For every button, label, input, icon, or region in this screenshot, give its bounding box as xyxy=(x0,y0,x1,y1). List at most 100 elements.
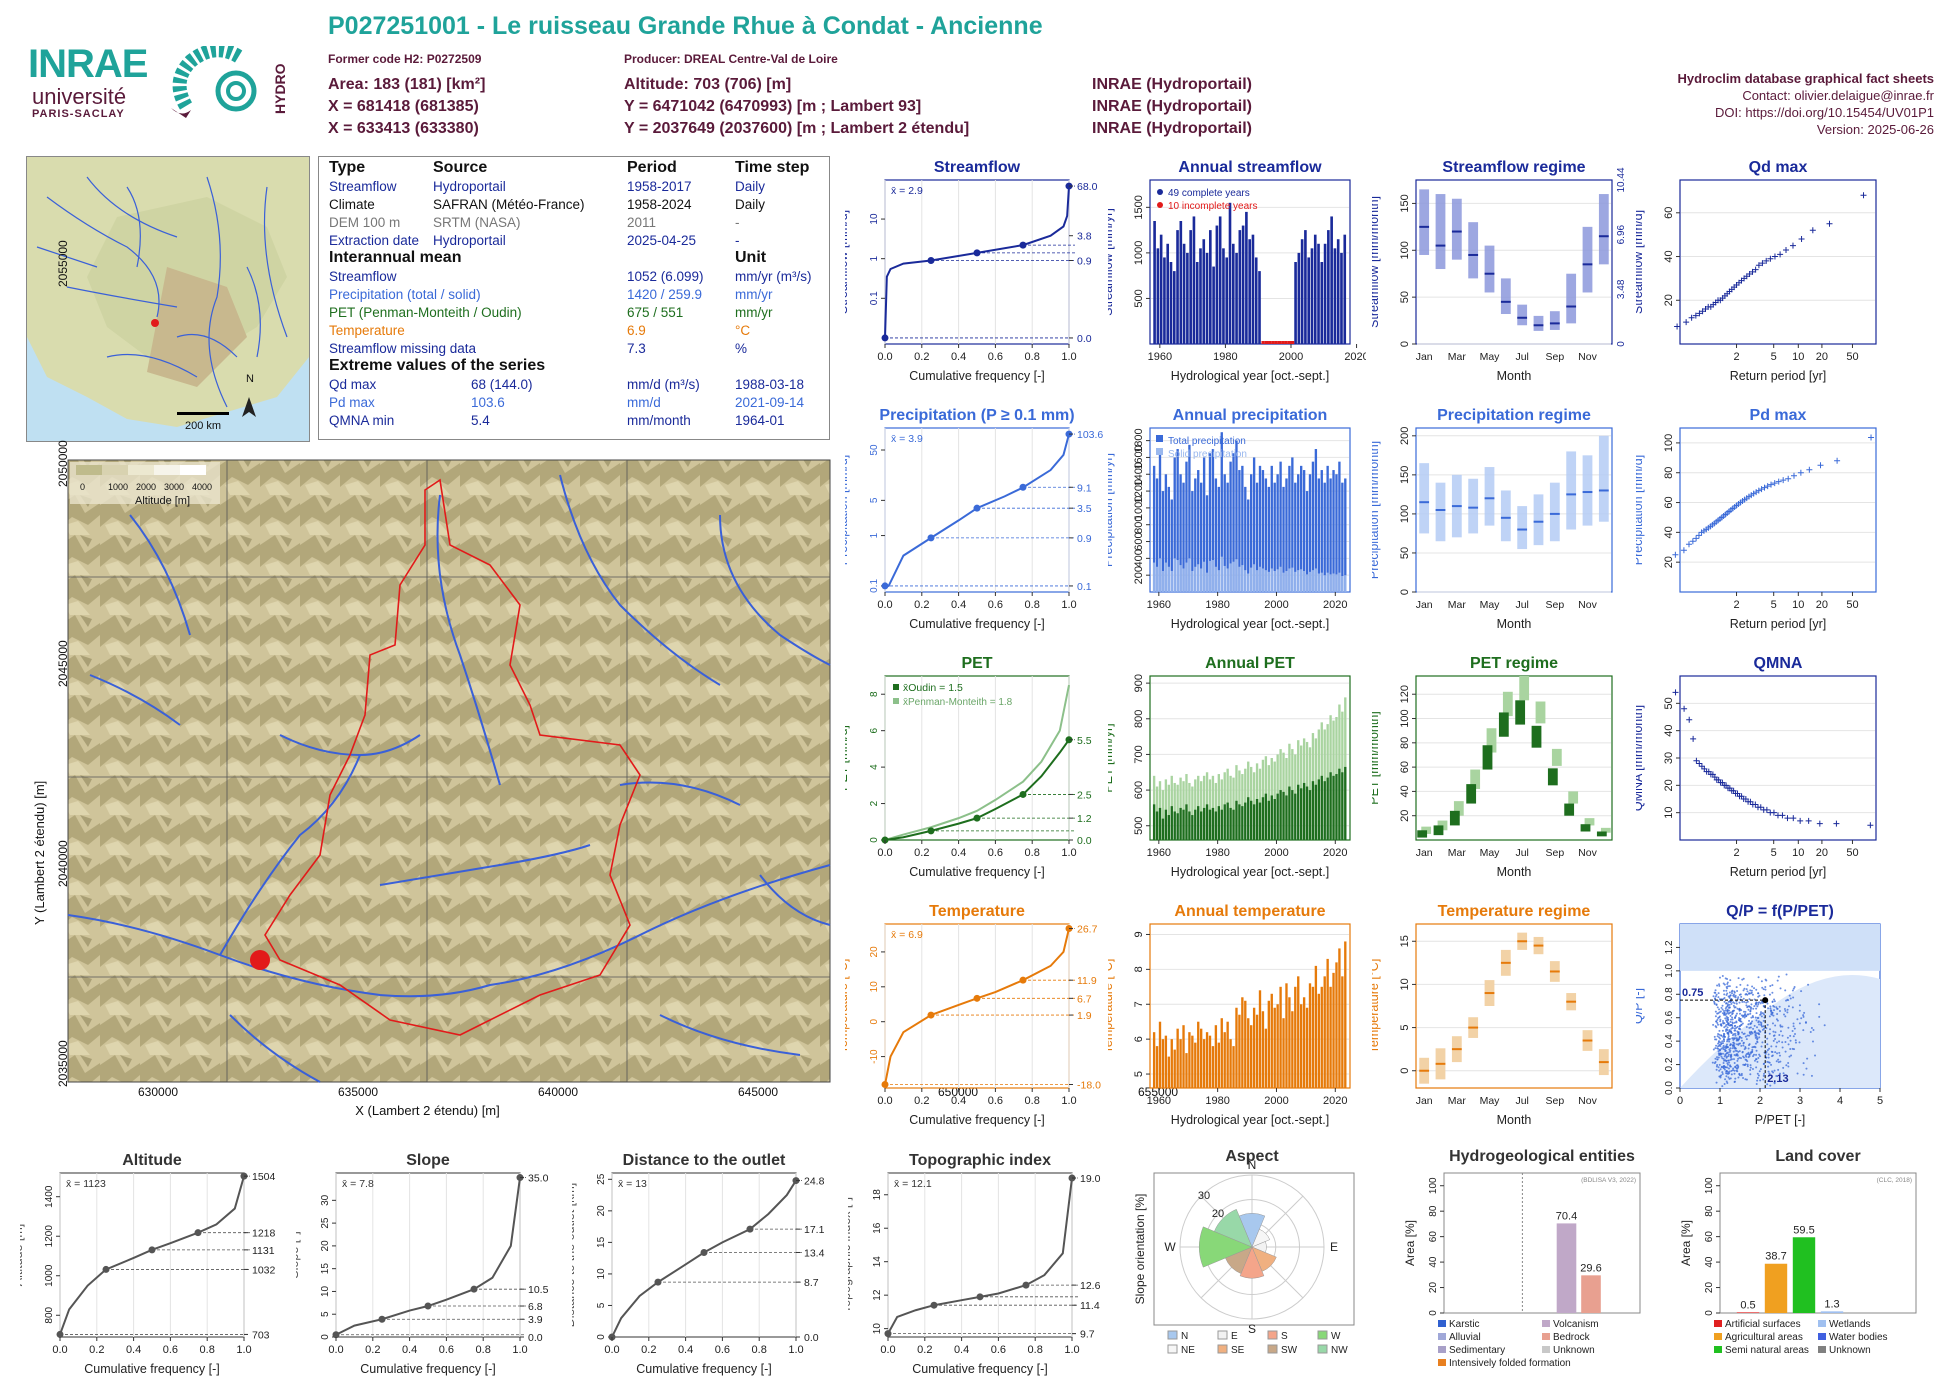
bar xyxy=(1179,1039,1182,1088)
data-point xyxy=(1719,1049,1722,1052)
data-point xyxy=(1783,246,1790,253)
bar xyxy=(1329,478,1332,592)
data-point xyxy=(1788,994,1791,997)
producer: Producer: DREAL Centre-Val de Loire xyxy=(624,52,838,66)
data-point xyxy=(1725,1052,1728,1055)
regime-box xyxy=(1482,745,1493,770)
bar xyxy=(1323,976,1326,1088)
x-tick-label: 0.2 xyxy=(914,599,929,611)
bar xyxy=(1205,495,1209,592)
source-name: SRTM (NASA) xyxy=(433,214,521,230)
data-point xyxy=(1724,1078,1727,1081)
data-point xyxy=(1740,1072,1743,1075)
source-period: 1958-2024 xyxy=(627,196,692,212)
chart-title: Precipitation (P ≥ 0.1 mm) xyxy=(879,407,1074,424)
data-point xyxy=(1758,1001,1761,1004)
legend-swatch xyxy=(1818,1333,1826,1340)
incomplete-year xyxy=(1274,341,1278,344)
data-point xyxy=(1711,1061,1714,1064)
extreme-name: QMNA min xyxy=(329,412,395,428)
data-point xyxy=(1731,1010,1734,1013)
doi-link[interactable]: DOI: https://doi.org/10.15454/UV01P1 xyxy=(1715,105,1934,120)
data-point xyxy=(1731,1047,1734,1050)
data-point xyxy=(1793,1027,1796,1030)
data-point xyxy=(1734,1054,1737,1057)
data-point xyxy=(1714,1057,1717,1060)
data-point xyxy=(1735,1069,1738,1072)
data-point xyxy=(1769,984,1772,987)
data-point xyxy=(1726,1004,1729,1007)
data-point xyxy=(1749,1009,1752,1012)
y-tick-label: 40 xyxy=(1663,526,1675,538)
bar xyxy=(1244,486,1247,592)
bar-solid xyxy=(1238,566,1241,592)
data-point xyxy=(1789,997,1792,1000)
y-tick-label: 14 xyxy=(872,1256,883,1268)
data-point xyxy=(1766,1043,1769,1046)
altitude-legend-tick: 2000 xyxy=(136,482,157,492)
bar xyxy=(1209,230,1212,344)
y-tick-label: 500 xyxy=(1133,817,1145,835)
data-point xyxy=(1716,1063,1719,1066)
data-point xyxy=(1755,1001,1758,1004)
data-point xyxy=(1686,716,1693,723)
x-tick-label: 10 xyxy=(1792,351,1804,363)
data-point xyxy=(1718,1008,1721,1011)
data-point xyxy=(1746,1063,1749,1066)
data-point xyxy=(1713,1002,1716,1005)
legend-swatch xyxy=(1217,1330,1228,1340)
data-point xyxy=(1716,1006,1719,1009)
legend-label: Unknown xyxy=(1829,1345,1871,1356)
data-point xyxy=(1741,1050,1744,1053)
data-point xyxy=(1764,483,1771,490)
bar xyxy=(1247,797,1250,840)
data-point xyxy=(1733,1027,1736,1030)
regime-box-pm xyxy=(1584,818,1595,826)
data-point xyxy=(1802,1073,1805,1076)
y-tick-label: 15 xyxy=(596,1236,607,1248)
chart-title: PET xyxy=(961,655,992,672)
x-axis-label: Cumulative frequency [-] xyxy=(909,617,1044,631)
contact[interactable]: Contact: olivier.delaigue@inrae.fr xyxy=(1742,88,1934,103)
data-point xyxy=(1725,1028,1728,1031)
map-y-tick: 2055000 xyxy=(56,240,70,287)
bar-solid xyxy=(1194,566,1197,592)
data-point xyxy=(1740,1036,1743,1039)
data-point xyxy=(1751,1020,1754,1023)
data-point xyxy=(1715,1044,1718,1047)
data-point xyxy=(1721,1004,1724,1007)
bar xyxy=(1179,474,1182,592)
extreme-date: 2021-09-14 xyxy=(735,394,805,410)
right-value-label: 1504 xyxy=(252,1171,276,1183)
bar-pm xyxy=(1161,790,1165,840)
data-point xyxy=(1738,1001,1741,1004)
hydro-logo-icon xyxy=(171,46,257,118)
bar xyxy=(1241,225,1245,344)
data-point xyxy=(1726,1081,1729,1084)
data-point xyxy=(1739,1042,1742,1045)
legend-label: SE xyxy=(1231,1345,1245,1356)
bar xyxy=(1205,804,1209,840)
data-point xyxy=(1779,987,1782,990)
map-y-tick: 2050000 xyxy=(56,440,70,487)
data-point xyxy=(1779,812,1786,819)
y-tick-label: 1800 xyxy=(1133,428,1145,452)
bar xyxy=(1222,248,1225,344)
x-tick-label: 0.4 xyxy=(951,351,966,363)
data-point xyxy=(1776,1007,1779,1010)
bar-solid xyxy=(1214,566,1218,592)
extreme-header: Extreme values of the series xyxy=(329,357,546,374)
y-tick-label: 10 xyxy=(869,213,880,225)
series-line xyxy=(335,1177,521,1336)
bar-solid xyxy=(1291,567,1294,592)
bar xyxy=(1200,811,1203,840)
data-point xyxy=(1712,1048,1715,1051)
incomplete-year xyxy=(1290,341,1295,344)
bar xyxy=(1161,491,1165,592)
bar xyxy=(1232,453,1235,592)
legend-swatch xyxy=(1267,1330,1278,1340)
